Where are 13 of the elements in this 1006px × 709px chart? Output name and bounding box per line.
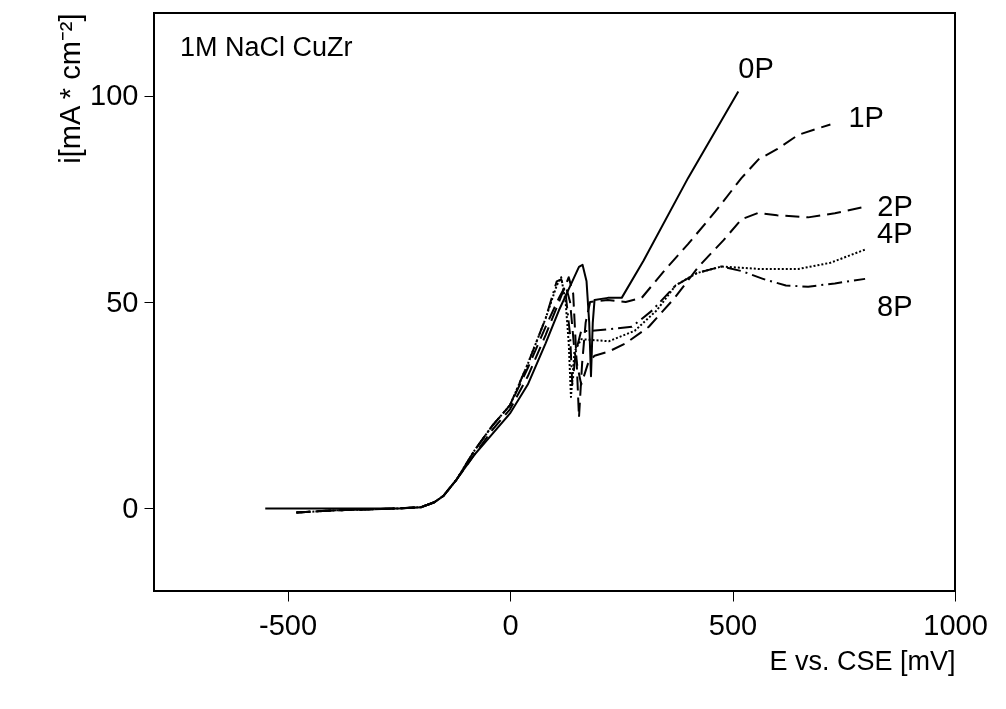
- y-tick-label: 100: [90, 79, 139, 112]
- series-label: 1P: [848, 101, 884, 134]
- annotation: 1M NaCl CuZr: [180, 32, 353, 62]
- y-tick-label: 50: [106, 285, 139, 318]
- x-tick-label: -500: [258, 608, 318, 641]
- x-tick-label: 0: [502, 608, 519, 641]
- y-tick-label: 0: [122, 491, 139, 524]
- x-tick-label: 500: [708, 608, 758, 641]
- series-label: 8P: [877, 289, 913, 322]
- y-axis-title: i[mA * cm⁻²]: [54, 13, 87, 164]
- series-label: 0P: [738, 52, 774, 85]
- x-axis-title: E vs. CSE [mV]: [769, 645, 956, 676]
- x-tick-label: 1000: [923, 608, 988, 641]
